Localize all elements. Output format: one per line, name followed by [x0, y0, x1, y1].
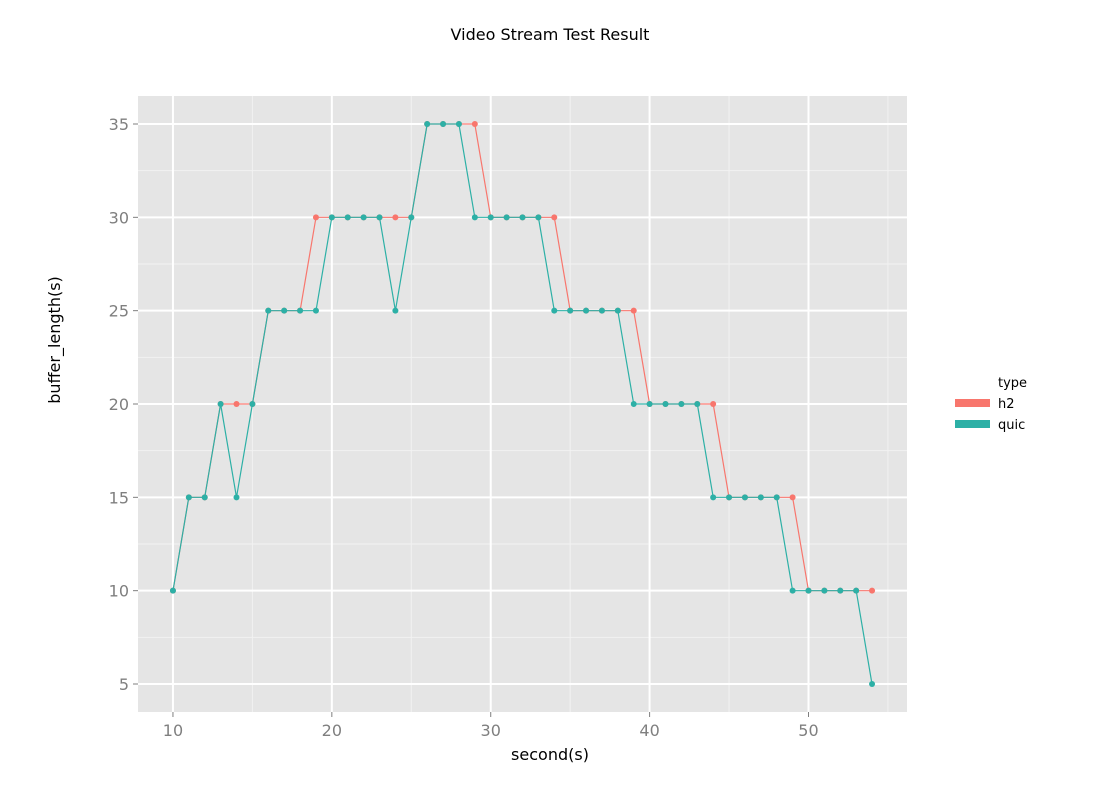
data-point-quic — [837, 587, 844, 594]
legend: type h2 quic — [955, 376, 1027, 433]
y-tick-label: 5 — [119, 675, 129, 694]
legend-items: h2 quic — [955, 397, 1025, 433]
data-point-h2 — [233, 401, 240, 407]
data-point-quic — [487, 214, 494, 221]
data-point-quic — [869, 681, 876, 687]
data-point-quic — [424, 121, 431, 127]
data-point-quic — [773, 494, 780, 501]
data-point-quic — [853, 587, 860, 594]
data-point-quic — [217, 401, 224, 407]
y-tick-label: 10 — [109, 582, 129, 601]
data-point-quic — [408, 214, 415, 221]
x-tick-label: 40 — [639, 721, 659, 740]
chart-title: Video Stream Test Result — [451, 25, 650, 44]
data-point-quic — [694, 401, 701, 407]
data-point-h2 — [630, 307, 637, 314]
y-tick-label: 30 — [109, 208, 129, 227]
data-point-quic — [249, 401, 256, 407]
y-axis-ticks: 5 10 15 20 25 30 35 — [109, 115, 138, 694]
data-point-quic — [185, 494, 192, 501]
data-point-quic — [678, 401, 685, 407]
data-point-quic — [630, 401, 637, 407]
data-point-quic — [662, 401, 669, 407]
data-point-h2 — [551, 214, 558, 221]
series-layer — [169, 121, 876, 687]
data-point-quic — [757, 494, 764, 501]
data-point-quic — [741, 494, 748, 501]
data-point-quic — [440, 121, 447, 127]
data-point-quic — [328, 214, 335, 221]
y-tick-label: 25 — [109, 302, 129, 321]
data-point-quic — [297, 307, 304, 314]
y-tick-label: 35 — [109, 115, 129, 134]
data-point-quic — [789, 587, 796, 594]
data-point-quic — [519, 214, 526, 221]
legend-title: type — [998, 376, 1027, 391]
data-point-h2 — [312, 214, 319, 221]
data-point-quic — [360, 214, 367, 221]
x-tick-label: 10 — [163, 721, 183, 740]
data-point-quic — [169, 587, 176, 594]
data-point-quic — [598, 307, 605, 314]
legend-label-h2: h2 — [998, 397, 1015, 412]
data-point-quic — [265, 307, 272, 314]
x-axis-ticks: 10 20 30 40 50 — [163, 712, 819, 740]
data-point-quic — [344, 214, 351, 221]
data-point-quic — [583, 307, 590, 314]
data-point-quic — [455, 121, 462, 127]
x-tick-label: 50 — [798, 721, 818, 740]
data-point-h2 — [869, 587, 876, 594]
data-point-quic — [233, 494, 240, 501]
y-axis-title: buffer_length(s) — [45, 276, 65, 404]
data-point-quic — [710, 494, 717, 501]
data-point-h2 — [471, 121, 478, 127]
legend-label-quic: quic — [998, 418, 1025, 433]
data-point-quic — [805, 587, 812, 594]
data-point-h2 — [789, 494, 796, 501]
data-point-quic — [614, 307, 621, 314]
data-point-quic — [535, 214, 542, 221]
data-point-quic — [646, 401, 653, 407]
data-point-quic — [376, 214, 383, 221]
legend-swatch-quic — [955, 420, 990, 428]
x-tick-label: 30 — [481, 721, 501, 740]
data-point-h2 — [710, 401, 717, 407]
data-point-quic — [567, 307, 574, 314]
data-point-quic — [201, 494, 208, 501]
data-point-quic — [312, 307, 319, 314]
data-point-quic — [281, 307, 288, 314]
data-point-quic — [503, 214, 510, 221]
data-point-quic — [392, 307, 399, 314]
data-point-h2 — [392, 214, 399, 221]
x-axis-title: second(s) — [511, 745, 589, 764]
legend-swatch-h2 — [955, 399, 990, 407]
x-tick-label: 20 — [322, 721, 342, 740]
data-point-quic — [551, 307, 558, 314]
data-point-quic — [821, 587, 828, 594]
y-tick-label: 20 — [109, 395, 129, 414]
data-point-quic — [471, 214, 478, 221]
data-point-quic — [726, 494, 733, 501]
y-tick-label: 15 — [109, 488, 129, 507]
series-quic — [169, 121, 876, 687]
